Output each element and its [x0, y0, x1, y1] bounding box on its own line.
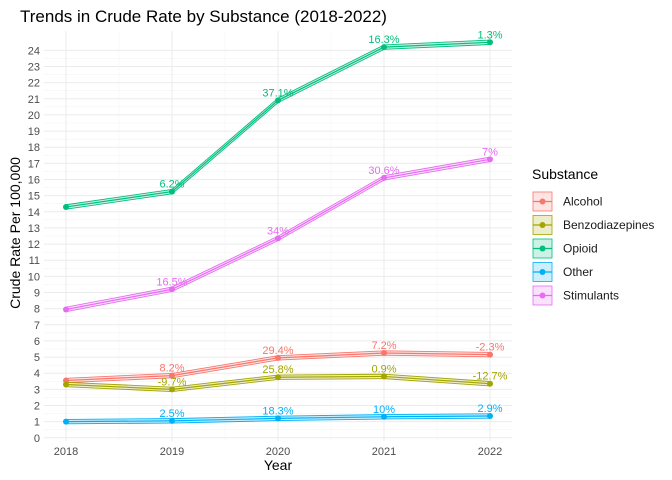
- legend-key-point: [539, 269, 546, 275]
- data-label: 1.3%: [477, 29, 502, 41]
- y-tick-label: 18: [28, 142, 40, 154]
- data-label: 37.1%: [262, 87, 293, 99]
- y-tick-label: 7: [34, 320, 40, 332]
- y-tick-label: 17: [28, 158, 40, 170]
- legend-label: Stimulants: [563, 289, 619, 303]
- y-tick-label: 4: [34, 368, 40, 380]
- data-label: 2.5%: [159, 408, 184, 420]
- data-point: [169, 286, 175, 293]
- data-label: 8.2%: [159, 363, 184, 375]
- x-tick-label: 2021: [372, 446, 396, 458]
- legend-label: Other: [563, 265, 593, 279]
- y-tick-label: 8: [34, 304, 40, 316]
- data-label: -12.7%: [473, 371, 508, 383]
- data-point: [381, 174, 387, 181]
- data-point: [381, 350, 387, 357]
- data-label: 29.4%: [262, 345, 293, 357]
- data-point: [169, 386, 175, 393]
- data-label: 16.5%: [156, 276, 187, 288]
- legend: Substance Alcohol Benzodiazepines Opioid Ot…: [532, 166, 654, 306]
- y-tick-label: 0: [34, 433, 40, 445]
- y-tick-label: 23: [28, 62, 40, 74]
- data-label: 30.6%: [368, 165, 399, 177]
- series-group: [63, 39, 493, 425]
- y-tick-label: 3: [34, 384, 40, 396]
- legend-key-point: [539, 292, 546, 299]
- data-point: [487, 351, 493, 358]
- y-axis-title: Crude Rate Per 100,000: [7, 157, 23, 309]
- data-label: -2.3%: [476, 342, 505, 354]
- y-tick-label: 19: [28, 126, 40, 138]
- legend-label: Opioid: [563, 242, 598, 256]
- data-label: 16.3%: [368, 34, 399, 46]
- y-tick-label: 24: [28, 45, 40, 57]
- data-label: 18.3%: [262, 405, 293, 417]
- x-tick-label: 2020: [266, 446, 290, 458]
- data-point: [275, 354, 281, 361]
- data-label: 0.9%: [371, 363, 396, 375]
- x-tick-label: 2019: [160, 446, 184, 458]
- data-point: [63, 203, 69, 210]
- y-tick-label: 20: [28, 110, 40, 122]
- data-label: 7.2%: [371, 340, 396, 352]
- y-tick-label: 13: [28, 223, 40, 235]
- data-point: [487, 412, 493, 419]
- y-tick-label: 11: [29, 255, 40, 267]
- data-point: [381, 373, 387, 380]
- data-point: [487, 156, 493, 163]
- data-point: [275, 374, 281, 381]
- legend-key-point: [539, 198, 546, 205]
- y-tick-label: 6: [34, 336, 40, 348]
- data-point: [275, 97, 281, 104]
- data-point: [275, 235, 281, 242]
- legend-label: Benzodiazepines: [563, 218, 654, 232]
- data-label: 34%: [267, 225, 289, 237]
- data-label: 25.8%: [262, 364, 293, 376]
- data-point: [487, 380, 493, 387]
- data-label: 7%: [482, 146, 498, 158]
- x-tick-label: 2018: [54, 446, 78, 458]
- grid: [44, 31, 512, 441]
- data-point: [169, 188, 175, 195]
- data-point: [169, 417, 175, 424]
- y-tick-label: 9: [34, 287, 40, 299]
- y-tick-label: 12: [28, 239, 40, 251]
- data-point: [63, 418, 69, 425]
- y-tick-label: 2: [34, 400, 40, 412]
- legend-key-point: [539, 245, 546, 252]
- data-point: [487, 39, 493, 46]
- y-tick-label: 15: [28, 191, 40, 203]
- y-tick-label: 14: [28, 207, 40, 219]
- data-point: [381, 413, 387, 420]
- y-tick-label: 5: [34, 352, 40, 364]
- data-label: 10%: [373, 404, 395, 416]
- y-tick-label: 10: [28, 271, 40, 283]
- data-point: [63, 381, 69, 388]
- x-tick-label: 2022: [478, 446, 502, 458]
- data-label: -9.7%: [158, 376, 187, 388]
- data-label: 6.2%: [159, 179, 184, 191]
- data-point: [381, 44, 387, 51]
- data-point: [169, 372, 175, 379]
- data-point: [63, 306, 69, 313]
- y-tick-label: 21: [28, 94, 40, 106]
- chart-title: Trends in Crude Rate by Substance (2018-…: [20, 7, 387, 26]
- y-tick-label: 22: [28, 78, 40, 90]
- data-label: 2.9%: [477, 403, 502, 415]
- data-point: [275, 415, 281, 422]
- legend-title: Substance: [532, 166, 598, 182]
- legend-key-point: [539, 222, 546, 228]
- x-axis-title: Year: [264, 457, 293, 473]
- y-tick-label: 16: [28, 175, 40, 187]
- legend-label: Alcohol: [563, 195, 602, 209]
- data-labels: 8.2% 29.4% 7.2% -2.3% -9.7% 25.8% 0.9% -12.7% 6.…: [156, 29, 507, 420]
- y-tick-label: 1: [34, 417, 40, 429]
- x-tick-labels: 2018 2019 2020 2021 2022: [54, 446, 502, 458]
